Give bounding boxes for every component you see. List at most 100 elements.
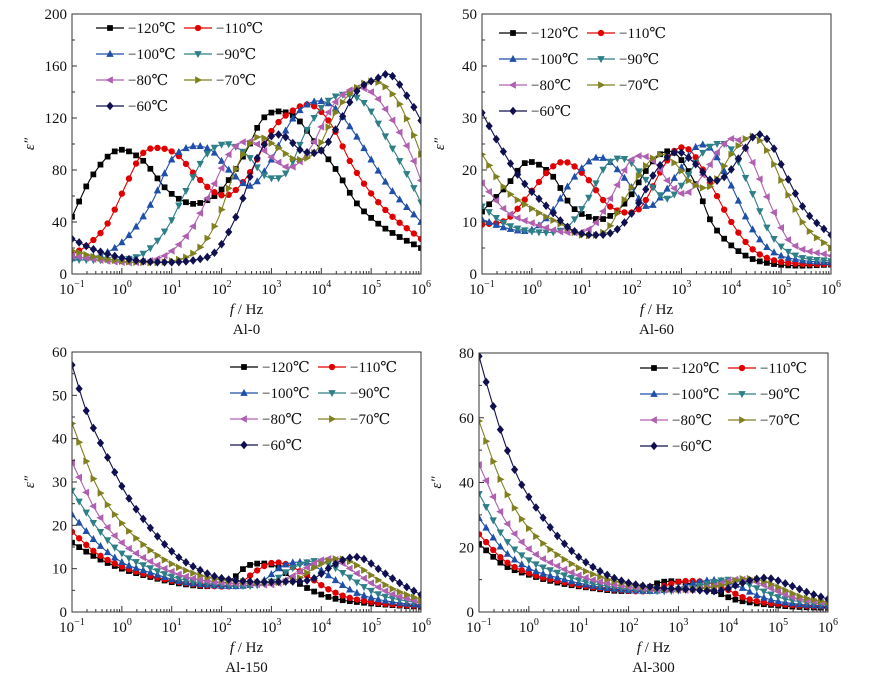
data-point bbox=[677, 189, 685, 198]
data-point bbox=[600, 216, 606, 222]
y-tick-label: 50 bbox=[52, 388, 67, 404]
data-point bbox=[403, 590, 411, 599]
y-tick-label: 40 bbox=[459, 476, 474, 492]
data-point bbox=[139, 562, 147, 570]
data-point bbox=[813, 257, 821, 265]
data-point bbox=[325, 557, 333, 565]
data-point bbox=[784, 236, 792, 244]
data-point bbox=[395, 593, 403, 601]
legend-label: −60℃ bbox=[531, 104, 571, 120]
legend-item: −60℃ bbox=[499, 104, 571, 120]
data-point bbox=[567, 568, 575, 577]
series-line bbox=[72, 514, 421, 606]
data-point bbox=[354, 200, 360, 207]
data-point bbox=[535, 194, 543, 204]
data-point bbox=[547, 545, 555, 554]
data-point bbox=[753, 591, 761, 599]
data-point bbox=[217, 156, 226, 164]
data-point bbox=[534, 221, 542, 230]
y-tick-label: 10 bbox=[462, 215, 477, 231]
data-point bbox=[556, 194, 565, 202]
data-point bbox=[403, 91, 411, 100]
series-80c bbox=[482, 135, 831, 258]
data-point bbox=[104, 249, 112, 259]
data-point bbox=[564, 197, 571, 204]
data-point bbox=[486, 161, 494, 170]
data-point bbox=[83, 548, 90, 555]
data-point bbox=[175, 553, 183, 562]
data-point bbox=[103, 523, 111, 532]
data-point bbox=[175, 147, 183, 155]
y-tick-label: 60 bbox=[52, 345, 67, 361]
triangle-up-marker-icon bbox=[106, 49, 114, 57]
data-point bbox=[613, 181, 621, 189]
data-point bbox=[681, 584, 690, 594]
data-point bbox=[568, 546, 576, 556]
data-point bbox=[742, 238, 749, 246]
data-point bbox=[274, 175, 283, 183]
data-point bbox=[539, 564, 547, 572]
data-point bbox=[571, 163, 578, 170]
data-point bbox=[684, 153, 693, 163]
data-point bbox=[395, 158, 404, 166]
data-point bbox=[303, 559, 311, 567]
data-point bbox=[497, 475, 505, 484]
series-group bbox=[72, 360, 421, 610]
data-point bbox=[310, 148, 318, 158]
data-point bbox=[496, 529, 505, 537]
data-point bbox=[368, 215, 375, 221]
data-point bbox=[190, 569, 198, 577]
data-point bbox=[190, 249, 198, 258]
data-point bbox=[706, 143, 714, 151]
diamond-marker-icon bbox=[509, 106, 517, 116]
data-point bbox=[182, 558, 190, 567]
y-tick-label: 20 bbox=[52, 518, 67, 534]
data-point bbox=[72, 510, 76, 518]
data-point bbox=[539, 569, 547, 577]
data-point bbox=[267, 570, 276, 578]
data-point bbox=[641, 152, 649, 161]
data-point bbox=[289, 138, 297, 148]
x-tick-label: 10−1 bbox=[59, 279, 85, 298]
data-point bbox=[479, 460, 482, 469]
data-point bbox=[331, 576, 340, 584]
data-point bbox=[827, 230, 831, 240]
triangle-down-marker-icon bbox=[597, 56, 605, 64]
x-tick-label: 103 bbox=[671, 279, 691, 298]
data-point bbox=[210, 571, 219, 581]
data-point bbox=[570, 216, 579, 224]
data-point bbox=[210, 148, 219, 156]
x-tick-label: 105 bbox=[361, 279, 381, 298]
data-point bbox=[203, 194, 211, 202]
legend-item: −100℃ bbox=[640, 387, 720, 403]
data-point bbox=[699, 198, 706, 205]
data-point bbox=[788, 581, 796, 591]
data-point bbox=[536, 161, 542, 168]
data-point bbox=[232, 172, 240, 180]
data-point bbox=[749, 133, 757, 142]
data-point bbox=[296, 577, 304, 586]
legend-label: −110℃ bbox=[350, 360, 397, 376]
data-point bbox=[806, 227, 814, 236]
data-point bbox=[183, 566, 191, 575]
data-point bbox=[281, 163, 289, 171]
data-point bbox=[742, 135, 750, 143]
data-point bbox=[506, 159, 515, 168]
data-point bbox=[748, 158, 756, 167]
data-point bbox=[147, 145, 154, 152]
data-point bbox=[103, 537, 112, 545]
data-point bbox=[261, 562, 268, 570]
chart-panel-al-0: 0 40 80 120 160 200 10−1 100 101 102 103 104 105 106 f… bbox=[22, 7, 431, 338]
data-point bbox=[635, 206, 642, 213]
series-80c bbox=[72, 458, 421, 605]
data-point bbox=[500, 182, 508, 191]
data-point bbox=[620, 173, 629, 181]
data-point bbox=[381, 593, 390, 601]
data-point bbox=[578, 229, 586, 238]
data-point bbox=[563, 222, 572, 232]
data-point bbox=[799, 218, 807, 226]
data-point bbox=[203, 569, 211, 578]
data-point bbox=[154, 175, 161, 182]
data-point bbox=[353, 588, 361, 596]
data-point bbox=[74, 473, 82, 482]
